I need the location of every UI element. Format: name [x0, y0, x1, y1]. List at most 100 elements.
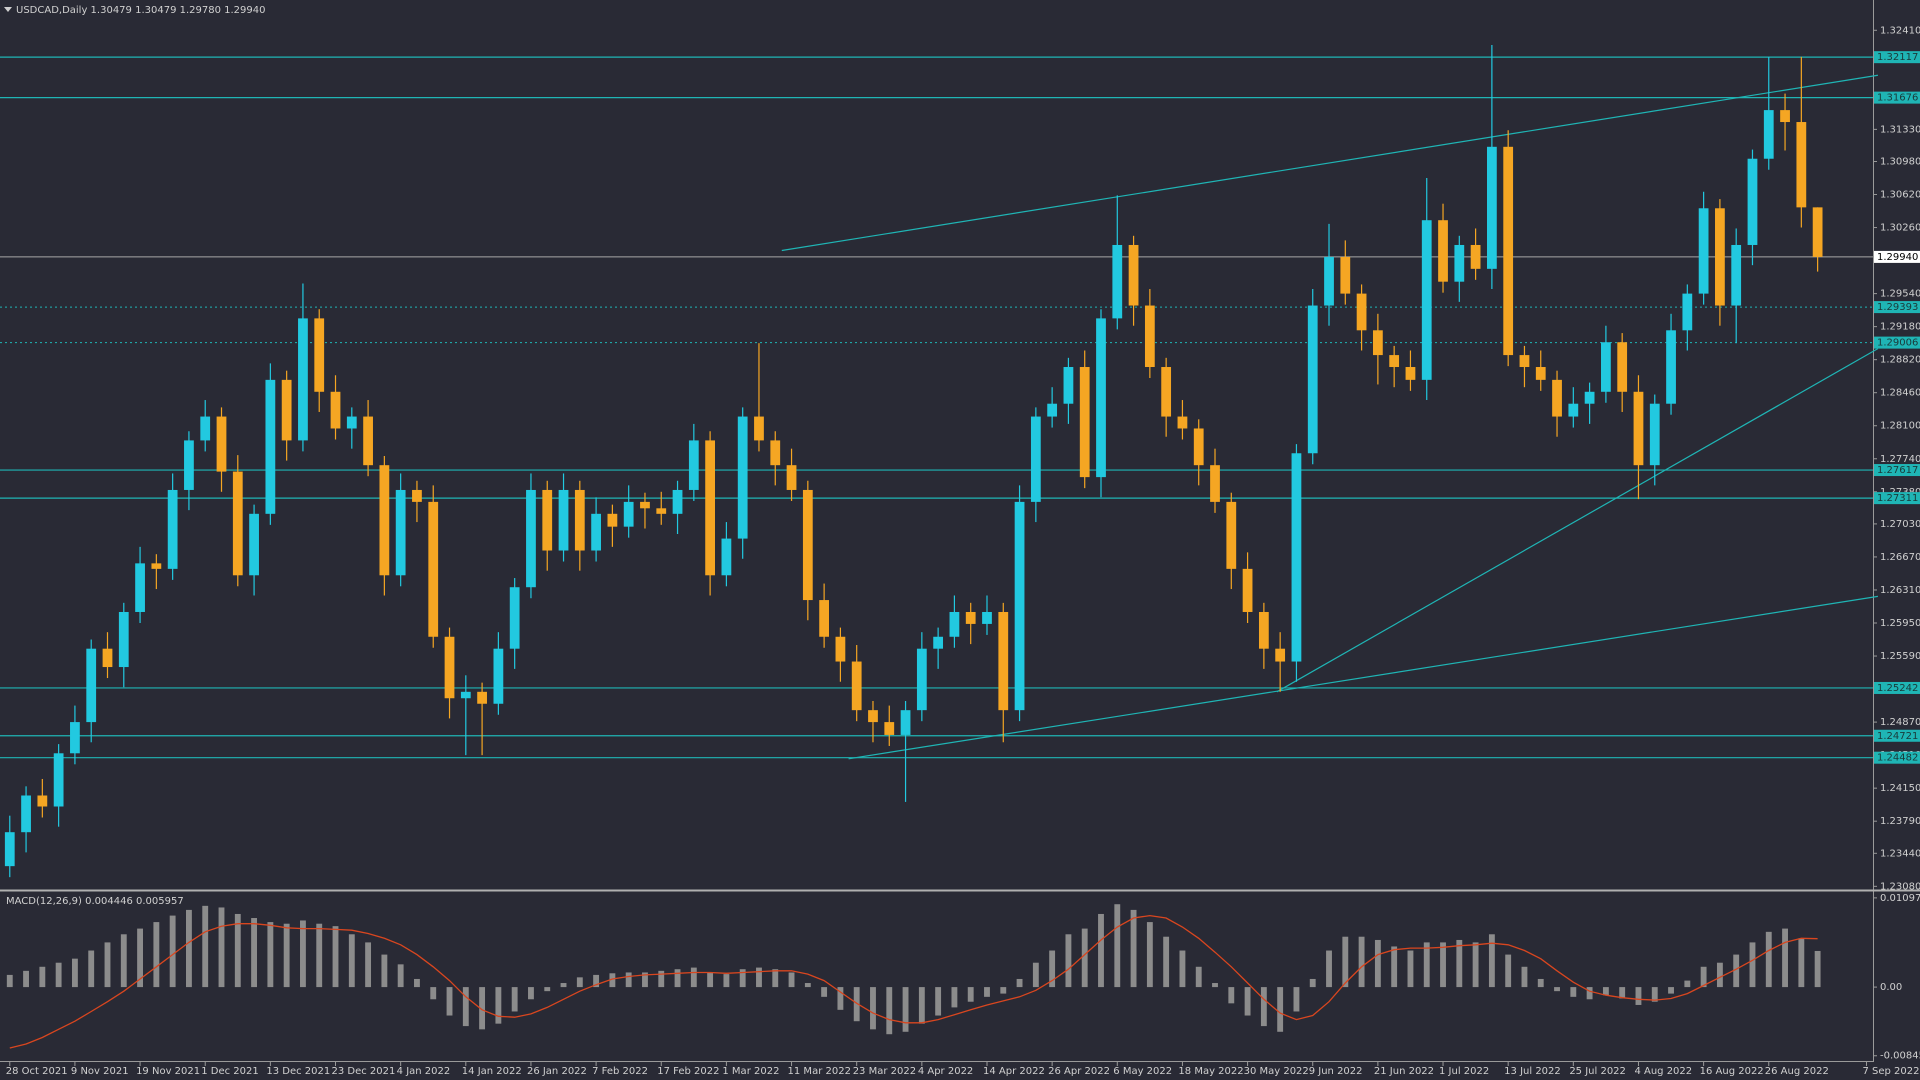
y-tick-label: 1.28820: [1880, 355, 1920, 366]
candle-body: [1128, 244, 1139, 306]
candle-body: [640, 501, 650, 509]
candle-body: [526, 489, 536, 588]
candle-body: [672, 489, 683, 514]
macd-bar: [1456, 939, 1463, 988]
candle-body: [656, 508, 667, 514]
x-tick-label: 17 Feb 2022: [657, 1066, 719, 1077]
candle-body: [200, 416, 211, 441]
x-tick-label: 30 May 2022: [1244, 1066, 1309, 1077]
candle-body: [1030, 416, 1041, 502]
y-tick-label: 0.010979: [1880, 893, 1920, 904]
macd-bar: [642, 972, 648, 988]
macd-bar: [397, 964, 404, 988]
macd-bar: [1749, 942, 1756, 988]
candle-body: [786, 465, 797, 490]
macd-bar: [821, 987, 828, 997]
candle-body: [1226, 501, 1237, 569]
x-tick-label: 26 Aug 2022: [1765, 1066, 1829, 1077]
candle-body: [1372, 330, 1383, 356]
candle-body: [135, 563, 145, 612]
macd-bar: [1000, 987, 1007, 994]
macd-bar: [414, 978, 420, 988]
macd-bar: [1195, 966, 1202, 988]
macd-bar: [1668, 987, 1674, 994]
x-tick-label: 23 Dec 2021: [332, 1066, 396, 1077]
y-tick-label: 1.29540: [1880, 289, 1920, 300]
macd-bar: [1440, 942, 1446, 988]
candle-body: [1275, 648, 1286, 662]
y-tick-label: 1.28460: [1880, 388, 1920, 399]
macd-bar: [446, 987, 453, 1016]
candle-body: [819, 600, 830, 637]
x-tick-label: 23 Mar 2022: [853, 1066, 916, 1077]
candle-body: [1421, 220, 1432, 380]
candle-body: [1340, 256, 1351, 294]
candle-body: [70, 722, 80, 754]
candle-body: [281, 379, 292, 441]
candle-body: [330, 391, 341, 429]
macd-bar: [1407, 950, 1414, 988]
y-tick-label: 1.26670: [1880, 552, 1920, 563]
chart-title: MACD(12,26,9) 0.004446 0.005957: [6, 896, 184, 907]
candle-body: [1242, 568, 1253, 612]
macd-bar: [1016, 978, 1023, 988]
candle-body: [1193, 428, 1204, 466]
candle-body: [1780, 110, 1790, 123]
x-tick-label: 16 Aug 2022: [1700, 1066, 1764, 1077]
current-price-box: [1874, 250, 1920, 263]
macd-bar: [185, 909, 192, 988]
macd-bar: [381, 954, 388, 988]
x-tick-label: 14 Apr 2022: [983, 1066, 1045, 1077]
y-tick-label: 1.31330: [1880, 124, 1920, 135]
macd-bar: [120, 934, 127, 988]
macd-bar: [528, 987, 534, 1000]
candle-body: [607, 513, 618, 527]
macd-bar: [267, 922, 274, 988]
menu-triangle[interactable]: [4, 7, 12, 12]
candle-body: [1503, 146, 1514, 356]
candle-body: [1177, 416, 1188, 429]
candle-body: [1812, 207, 1823, 257]
candle-body: [949, 611, 960, 637]
candle-body: [933, 636, 944, 649]
y-tick-label: 1.28100: [1880, 421, 1920, 432]
macd-bar: [1472, 942, 1479, 988]
macd-bar: [1782, 928, 1788, 988]
y-tick-label: 1.24870: [1880, 717, 1920, 728]
candle-body: [1747, 158, 1758, 245]
candle-body: [851, 661, 862, 711]
candle-body: [1584, 391, 1595, 404]
candle-body: [428, 501, 439, 637]
level-label-box: [1874, 91, 1920, 104]
candle-body: [688, 440, 699, 490]
macd-bar: [1554, 987, 1560, 992]
candle-body: [1144, 305, 1155, 368]
macd-bar: [576, 977, 583, 988]
y-tick-label: 1.27740: [1880, 454, 1920, 465]
y-tick-label: 1.29180: [1880, 322, 1920, 333]
macd-bar: [593, 974, 600, 988]
candle-body: [1486, 146, 1497, 269]
candle-body: [1731, 244, 1742, 306]
macd-bar: [1814, 950, 1821, 988]
macd-bar: [1228, 987, 1235, 1004]
candle-body: [1698, 208, 1709, 294]
macd-bar: [1277, 987, 1284, 1032]
candle-body: [1079, 367, 1090, 478]
candle-body: [37, 795, 48, 807]
candle-body: [184, 440, 194, 490]
candle-body: [900, 710, 911, 735]
candle-body: [477, 691, 487, 704]
macd-bar: [1716, 962, 1723, 988]
candle-body: [1454, 244, 1465, 282]
candle-body: [298, 318, 308, 441]
candle-body: [379, 465, 390, 576]
candle-body: [1291, 453, 1302, 662]
level-label-box: [1874, 301, 1920, 314]
candle-body: [868, 710, 878, 723]
candle-body: [151, 563, 162, 569]
candle-body: [770, 440, 781, 466]
candle-body: [754, 416, 764, 441]
macd-bar: [1537, 978, 1544, 988]
macd-bar: [560, 983, 567, 988]
